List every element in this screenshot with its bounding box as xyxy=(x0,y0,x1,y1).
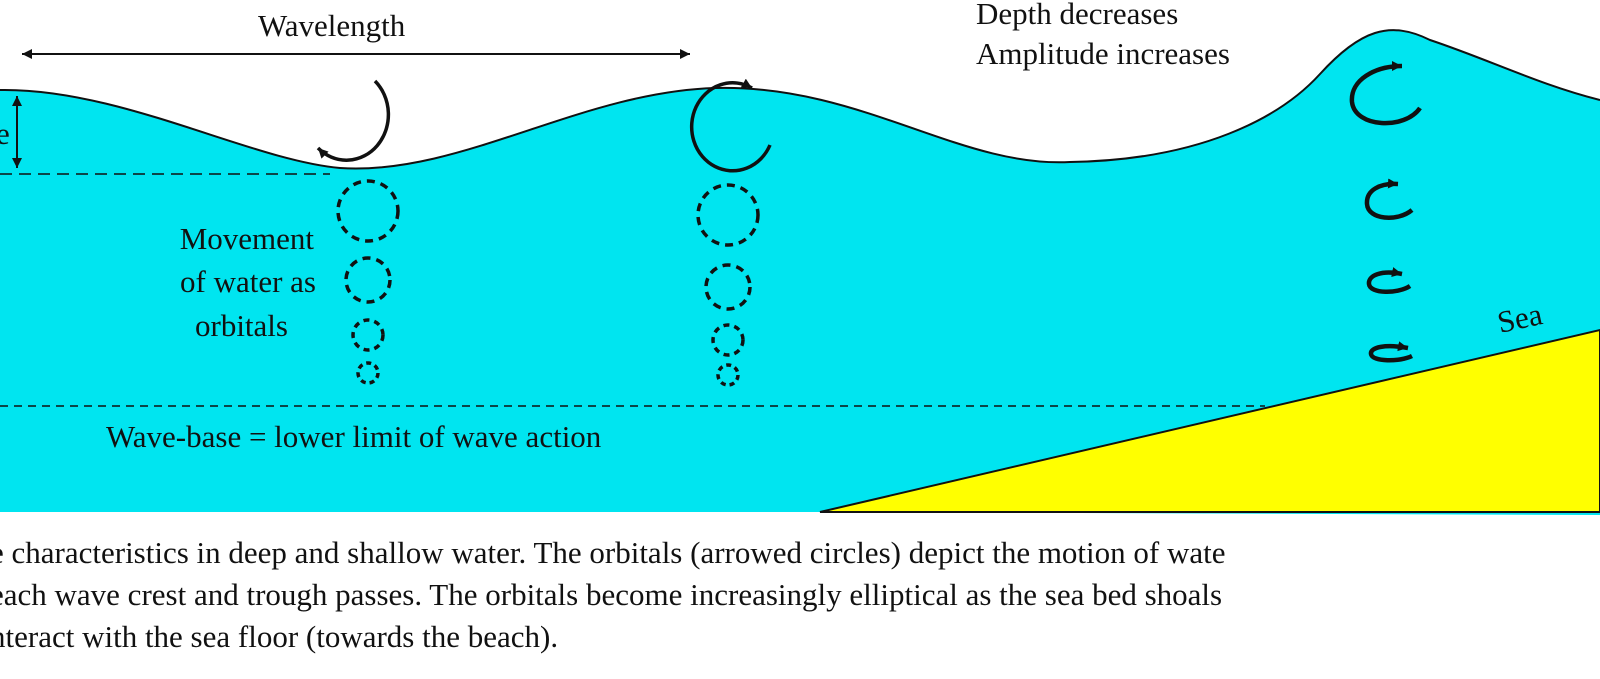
orbital-circle xyxy=(704,263,752,311)
orbital-circle xyxy=(344,256,392,304)
water-body xyxy=(0,30,1600,515)
elliptical-orbital-arrow-icon xyxy=(1364,178,1414,220)
wave-orbital-diagram: Wavelength Depth decreases Amplitude inc… xyxy=(0,0,1600,515)
elliptical-orbital-arrow-icon xyxy=(1349,61,1422,126)
wavelength-label: Wavelength xyxy=(258,8,406,43)
orbital-circle xyxy=(356,361,380,385)
sea-bed xyxy=(819,328,1600,513)
figure-caption: e characteristics in deep and shallow wa… xyxy=(0,532,1600,658)
orbital-circle xyxy=(711,323,745,357)
orbital-column-trough xyxy=(316,79,400,385)
caption-line-1: e characteristics in deep and shallow wa… xyxy=(0,535,1226,570)
wave-surface-line xyxy=(0,29,1600,170)
orbital-column-crest xyxy=(689,78,772,387)
orbital-circle xyxy=(336,179,400,243)
orbital-circle xyxy=(696,183,760,247)
movement-label-line3: orbitals xyxy=(195,308,288,343)
elliptical-orbital-arrow-icon xyxy=(1368,341,1414,363)
wave-base-label: Wave-base = lower limit of wave action xyxy=(106,419,602,454)
orbital-circle xyxy=(716,363,740,387)
caption-line-3: nteract with the sea floor (towards the … xyxy=(0,619,559,654)
amplitude-label-fragment: e xyxy=(0,116,10,151)
orbital-circle xyxy=(351,318,385,352)
orbital-arrow-icon xyxy=(689,78,772,173)
caption-line-2: each wave crest and trough passes. The o… xyxy=(0,577,1223,612)
orbital-arrow-icon xyxy=(316,79,391,162)
movement-label-line1: Movement xyxy=(180,221,315,256)
depth-decreases-label: Depth decreases xyxy=(976,0,1178,31)
amplitude-increases-label: Amplitude increases xyxy=(976,36,1230,71)
orbital-column-shallow xyxy=(1349,61,1422,363)
movement-label-line2: of water as xyxy=(180,264,316,299)
elliptical-orbital-arrow-icon xyxy=(1366,267,1412,294)
